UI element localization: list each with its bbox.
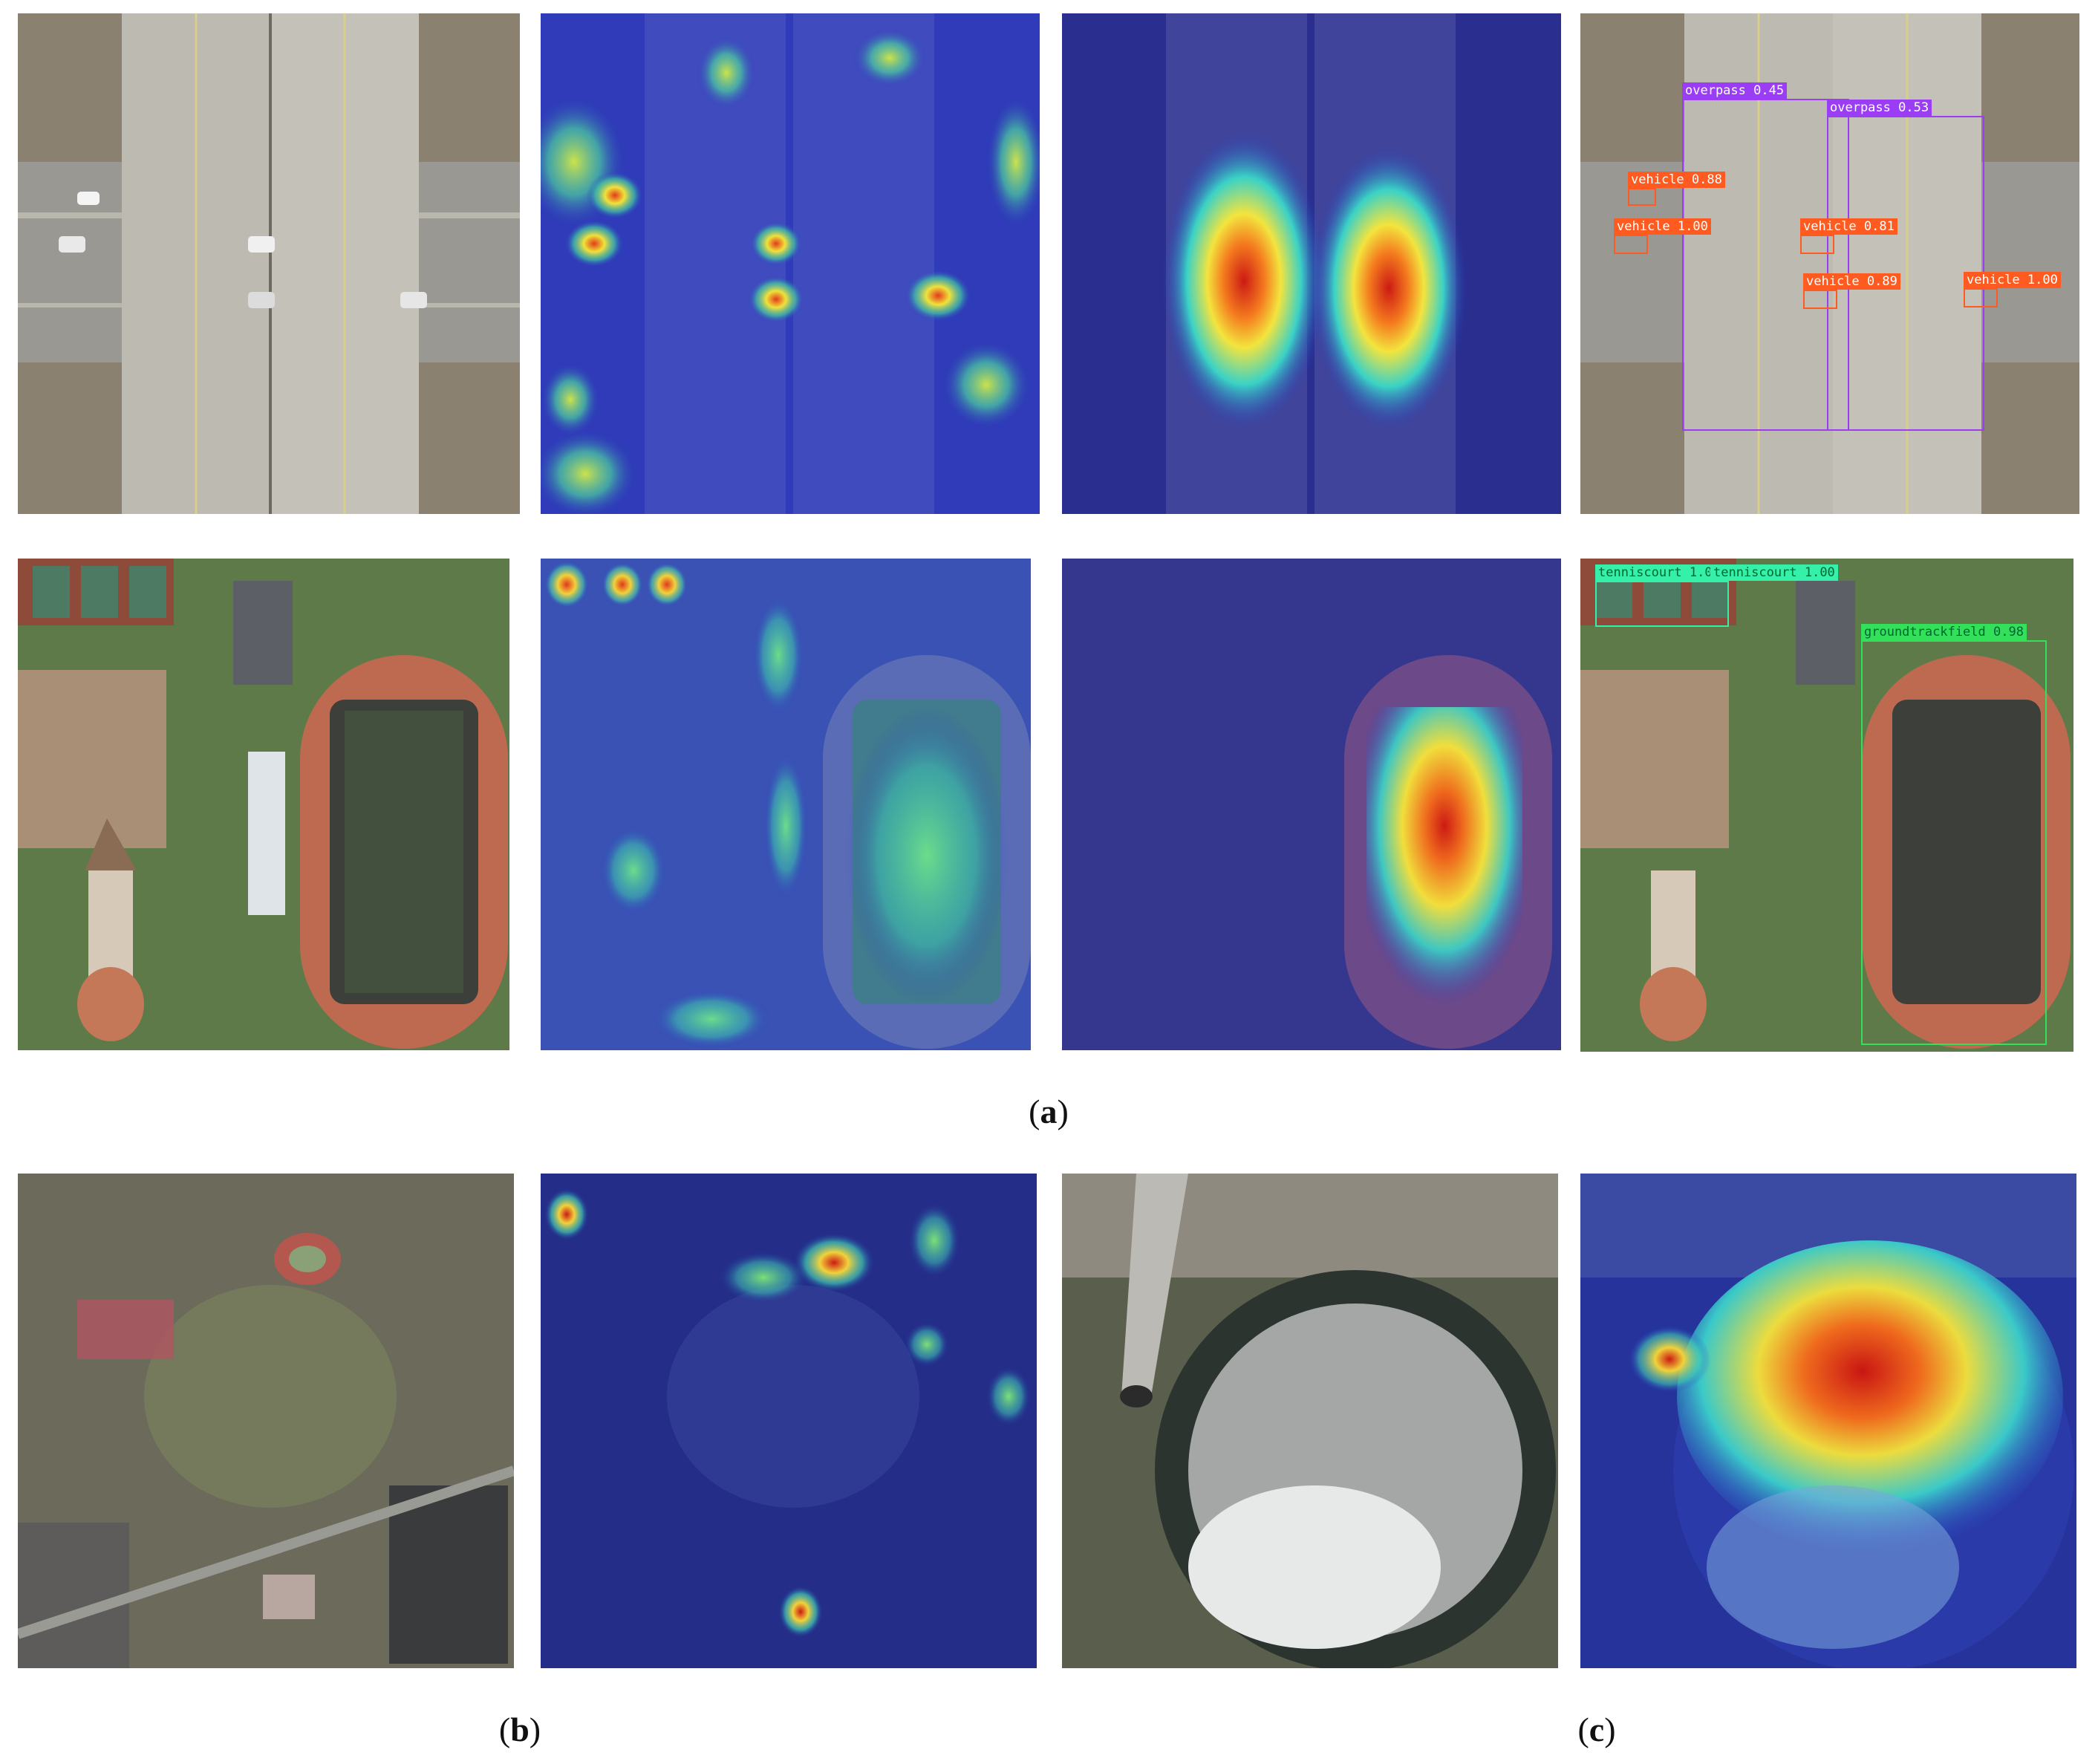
overpass-label: overpass 0.53 bbox=[1827, 100, 1932, 116]
overpass-label: overpass 0.45 bbox=[1682, 82, 1788, 99]
caption-a: (a) bbox=[1029, 1093, 1069, 1130]
tenniscourt-box bbox=[1595, 581, 1729, 627]
vehicle-box bbox=[1800, 235, 1834, 254]
cooling-tower-image bbox=[1062, 1174, 1558, 1668]
city-activation-heatmap bbox=[541, 1174, 1037, 1668]
vehicle-box bbox=[1803, 290, 1837, 309]
caption-b: (b) bbox=[498, 1711, 541, 1748]
overpass-detection-result: overpass 0.45 overpass 0.53 vehicle 0.88… bbox=[1580, 13, 2079, 514]
overpass-image bbox=[18, 13, 520, 514]
tenniscourt-label: tenniscourt 1.00 bbox=[1595, 564, 1723, 581]
vehicle-box bbox=[1614, 235, 1648, 254]
stadium-image bbox=[18, 559, 509, 1050]
vehicle-box bbox=[1964, 288, 1998, 307]
overpass-box bbox=[1682, 99, 1849, 431]
vehicle-box bbox=[1628, 188, 1656, 206]
stadium-detection-result: tenniscourt 1.00 tenniscourt 1.00 ground… bbox=[1580, 559, 2073, 1052]
overpass-activation-heatmap bbox=[1062, 13, 1561, 514]
caption-c: (c) bbox=[1577, 1711, 1616, 1748]
vehicle-label: vehicle 0.88 bbox=[1628, 172, 1725, 188]
stadium-activation-heatmap bbox=[1062, 559, 1561, 1050]
vehicle-label: vehicle 0.89 bbox=[1803, 273, 1900, 290]
vehicle-label: vehicle 1.00 bbox=[1614, 218, 1711, 235]
groundtrackfield-box bbox=[1861, 640, 2047, 1045]
vehicle-label: vehicle 1.00 bbox=[1964, 272, 2061, 288]
vehicle-label: vehicle 0.81 bbox=[1800, 218, 1897, 235]
stadium-feature-heatmap bbox=[541, 559, 1031, 1050]
cooling-tower-activation-heatmap bbox=[1580, 1174, 2076, 1668]
overpass-feature-heatmap bbox=[541, 13, 1040, 514]
tenniscourt-label: tenniscourt 1.00 bbox=[1710, 564, 1838, 581]
groundtrackfield-label: groundtrackfield 0.98 bbox=[1861, 624, 2027, 640]
city-image bbox=[18, 1174, 514, 1668]
